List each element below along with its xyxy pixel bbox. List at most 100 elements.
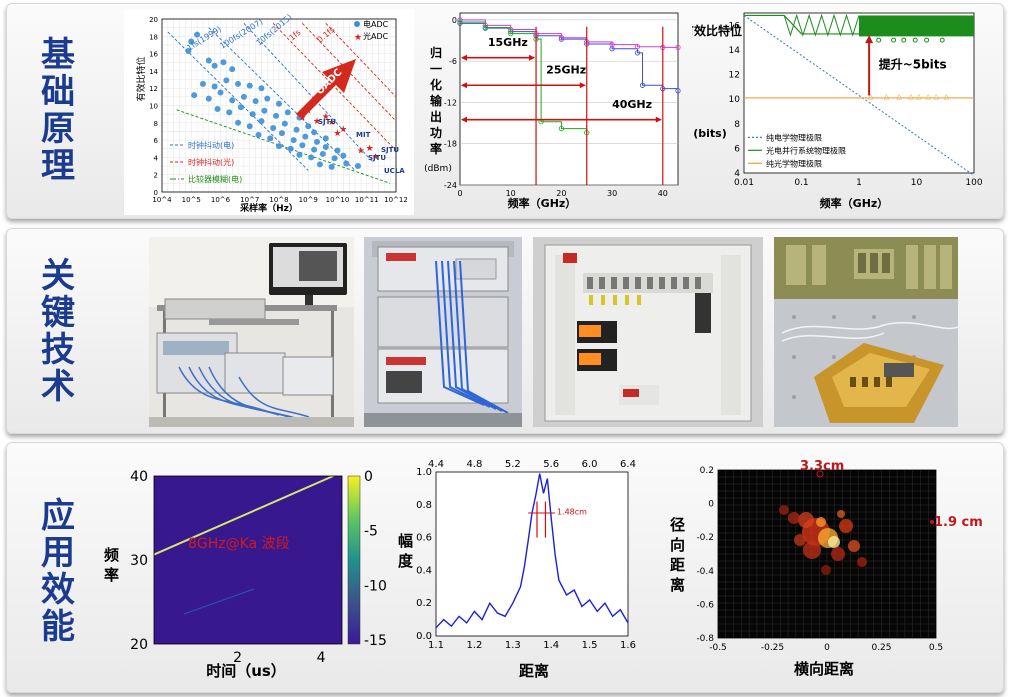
series-marker <box>558 125 564 132</box>
data-point-electrical <box>278 130 285 137</box>
scatter-hotspot <box>821 565 831 575</box>
data-point-electrical <box>229 66 236 73</box>
data-point-electrical <box>322 144 329 151</box>
application-panel: 应 用 效 能 20 30 40 2 4 0 -5 -10 -15 频率 时间（us） 8GHz… <box>6 442 1004 693</box>
x-tick-label: 1.3 <box>505 640 521 651</box>
y-tick-label: -6 <box>449 57 457 66</box>
optical-marker: △ <box>933 92 939 100</box>
limit-line <box>176 109 391 184</box>
y-tick-label: 10 <box>149 103 158 111</box>
data-point-electrical <box>267 135 274 142</box>
y-tick-label: -18 <box>444 140 457 149</box>
y-tick-label: 10 <box>729 95 741 105</box>
optical-marker: △ <box>908 92 914 100</box>
scatter-hotspot <box>857 557 867 567</box>
top-tick-label: 5.2 <box>505 459 521 470</box>
x-tick-label: -0.25 <box>761 643 784 653</box>
annotation: UCLA <box>384 167 405 175</box>
x-tick-label: 40 <box>658 189 668 198</box>
data-point-electrical <box>264 95 271 102</box>
data-point-electrical <box>211 83 218 90</box>
x-tick-label: 10^7 <box>240 196 259 204</box>
series-marker <box>634 50 641 56</box>
annotation: SJTU <box>318 118 336 126</box>
data-point-electrical <box>354 163 361 170</box>
data-point-electrical <box>199 80 206 87</box>
c3-xlabel: 频率（GHz） <box>820 196 889 210</box>
hybrid-marker <box>912 37 918 43</box>
hybrid-marker <box>891 37 897 43</box>
data-point-electrical <box>223 77 230 84</box>
y-tick-label: 0.4 <box>416 565 432 576</box>
label-char: 键 <box>41 293 75 333</box>
data-point-electrical <box>276 100 282 107</box>
annotation: 1.48cm <box>557 508 587 517</box>
rack-photo <box>364 237 522 427</box>
data-point-electrical <box>220 59 227 66</box>
svg-text:径: 径 <box>670 516 685 534</box>
x-tick-label: 1.2 <box>466 640 482 651</box>
scatter-hotspot <box>828 536 840 548</box>
plot-frame <box>743 12 975 174</box>
x-tick-label: 0.5 <box>929 643 943 653</box>
data-point-electrical <box>249 111 256 118</box>
label-char: 效 <box>41 570 75 610</box>
limit-line <box>208 27 356 171</box>
data-point-electrical <box>252 98 259 105</box>
y-tick-label: 8 <box>734 120 740 130</box>
data-point-electrical <box>246 82 253 89</box>
y-tick-label: 20 <box>130 637 148 653</box>
series-marker <box>457 19 463 25</box>
plot-frame <box>435 471 629 637</box>
data-point-electrical <box>308 154 315 161</box>
plot-frame <box>161 18 397 193</box>
y-tick-label: 1.0 <box>416 467 432 478</box>
band-label: 15GHz <box>488 36 528 49</box>
section-label-key-tech: 关 键 技 术 <box>36 258 80 406</box>
y-tick-label: 12 <box>729 71 740 81</box>
optical-marker: △ <box>884 92 890 100</box>
series-line-hybrid <box>744 14 859 35</box>
y-tick-label: 40 <box>130 469 148 485</box>
colorbar-tick-label: -5 <box>364 524 378 540</box>
label-char: 能 <box>41 607 75 647</box>
top-tick-label: 6.0 <box>582 459 598 470</box>
series-marker <box>508 31 514 37</box>
x-tick-label: 0.01 <box>734 178 754 188</box>
range-profile-chart: 1.1 1.2 1.3 1.4 1.5 1.6 4.4 4.8 5.2 5.6 6.0 6.4 0.0 0… <box>398 459 636 680</box>
series-line-pink <box>460 19 678 48</box>
y-tick-label: 4 <box>734 169 740 179</box>
data-point-electrical <box>311 146 318 153</box>
y-tick-label: 0.6 <box>416 533 432 544</box>
legend-label: 纯电学物理极限 <box>766 132 822 142</box>
data-point-electrical <box>328 163 335 170</box>
data-point-optical: ★ <box>371 153 379 163</box>
y-tick-label: 0.0 <box>416 631 432 642</box>
annotation-1-9cm: 1.9 cm <box>934 515 983 530</box>
svg-text:一: 一 <box>430 62 442 76</box>
data-point-electrical <box>261 107 268 114</box>
top-tick-label: 6.4 <box>620 459 636 470</box>
y-tick-label: 0.2 <box>416 598 432 609</box>
scatter-hotspot <box>831 547 845 561</box>
plot-frame <box>717 469 937 639</box>
profile-line <box>435 473 629 629</box>
data-point-electrical <box>258 118 265 125</box>
colorbar <box>347 475 361 645</box>
y-tick-label: 0.8 <box>416 500 432 511</box>
arrow-head <box>461 82 467 89</box>
data-point-electrical <box>217 89 224 96</box>
data-point-electrical <box>270 124 277 131</box>
series-marker <box>675 88 681 94</box>
x-tick-label: 4 <box>317 650 326 666</box>
x-tick-label: 0 <box>824 643 830 653</box>
svg-text:功: 功 <box>430 125 442 140</box>
x-tick-label: -0.5 <box>709 643 727 653</box>
y-tick-label: 20 <box>149 16 158 24</box>
data-point-electrical <box>322 135 329 142</box>
data-point-electrical <box>188 38 195 45</box>
data-point-electrical <box>185 48 192 55</box>
data-point-electrical <box>311 129 318 136</box>
